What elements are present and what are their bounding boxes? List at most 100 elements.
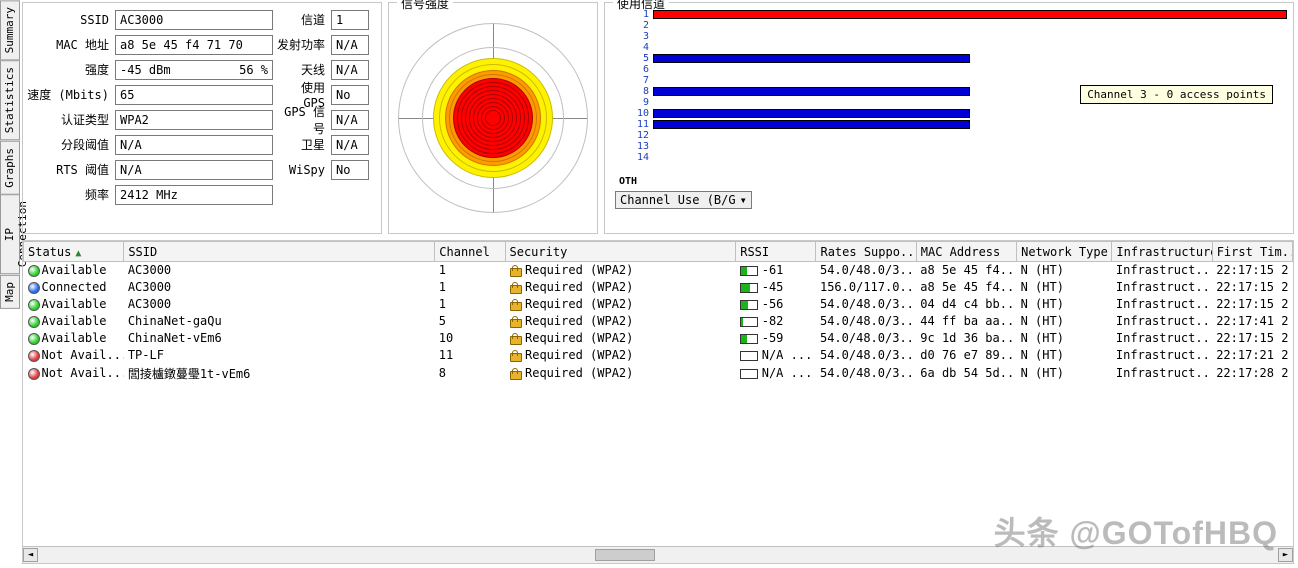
channel-track xyxy=(653,142,1287,151)
cell-ssid: AC3000 xyxy=(124,296,435,313)
column-header[interactable]: Network Type xyxy=(1017,242,1112,262)
field-value[interactable]: WPA2 xyxy=(115,110,273,130)
field-value[interactable]: AC3000 xyxy=(115,10,273,30)
network-table: Status▲SSIDChannelSecurityRSSIRates Supp… xyxy=(23,241,1293,383)
dropdown-icon: ▾ xyxy=(740,193,747,207)
cell-security: Required (WPA2) xyxy=(505,330,736,347)
cell-status: Not Avail... xyxy=(24,364,124,383)
channel-number: 8 xyxy=(635,86,649,97)
cell-time: 22:17:15 2 xyxy=(1212,279,1292,296)
cell-infra: Infrastruct... xyxy=(1112,330,1212,347)
field-value[interactable]: -45 dBm56 % xyxy=(115,60,273,80)
status-dot-icon xyxy=(28,265,40,277)
column-header[interactable]: Infrastructure xyxy=(1112,242,1212,262)
field-label: 天线 xyxy=(273,61,331,78)
lock-icon xyxy=(509,316,521,328)
table-row[interactable]: AvailableAC30001Required (WPA2)-6154.0/4… xyxy=(24,262,1293,279)
cell-rates: 54.0/48.0/3... xyxy=(816,313,916,330)
table-row[interactable]: Not Avail...TP-LF11Required (WPA2)N/A ..… xyxy=(24,347,1293,364)
scroll-right-icon[interactable]: ► xyxy=(1278,548,1293,562)
field-value[interactable]: N/A xyxy=(331,110,369,130)
table-body: AvailableAC30001Required (WPA2)-6154.0/4… xyxy=(24,262,1293,383)
scroll-thumb[interactable] xyxy=(595,549,655,561)
radar-ring xyxy=(485,110,501,126)
cell-ntype: N (HT) xyxy=(1017,364,1112,383)
cell-time: 22:17:15 2 xyxy=(1212,330,1292,347)
rssi-icon xyxy=(740,334,758,344)
table-row[interactable]: Not Avail...閭掕櫨鐓蔓璺1t-vEm68Required (WPA2… xyxy=(24,364,1293,383)
table-row[interactable]: AvailableChinaNet-gaQu5Required (WPA2)-8… xyxy=(24,313,1293,330)
top-panels: SSIDAC3000信道1MAC 地址a8 5e 45 f4 71 70发射功率… xyxy=(22,2,1294,234)
column-header[interactable]: Channel xyxy=(435,242,505,262)
rssi-icon xyxy=(740,369,758,379)
field-value[interactable]: 1 xyxy=(331,10,369,30)
table-row[interactable]: ConnectedAC30001Required (WPA2)-45156.0/… xyxy=(24,279,1293,296)
cell-channel: 8 xyxy=(435,364,505,383)
cell-channel: 5 xyxy=(435,313,505,330)
field-label: RTS 阈值 xyxy=(25,161,115,178)
column-header[interactable]: MAC Address xyxy=(916,242,1016,262)
cell-infra: Infrastruct... xyxy=(1112,364,1212,383)
channel-row-12: 12 xyxy=(635,130,1287,141)
table-row[interactable]: AvailableAC30001Required (WPA2)-5654.0/4… xyxy=(24,296,1293,313)
sort-asc-icon: ▲ xyxy=(75,248,81,259)
cell-channel: 1 xyxy=(435,296,505,313)
field-label: GPS 信号 xyxy=(273,103,331,137)
channel-row-13: 13 xyxy=(635,141,1287,152)
channel-number: 6 xyxy=(635,64,649,75)
column-header[interactable]: First Tim... xyxy=(1212,242,1292,262)
side-tab-map[interactable]: Map xyxy=(0,275,20,309)
status-dot-icon xyxy=(28,299,40,311)
rssi-icon xyxy=(740,266,758,276)
channel-number: 7 xyxy=(635,75,649,86)
channel-select-label: Channel Use (B/G xyxy=(620,193,736,207)
field-label: 频率 xyxy=(25,186,115,203)
cell-rssi: -45 xyxy=(736,279,816,296)
field-value[interactable]: No xyxy=(331,85,369,105)
channel-row-11: 11 xyxy=(635,119,1287,130)
cell-ntype: N (HT) xyxy=(1017,347,1112,364)
channel-number: 2 xyxy=(635,20,649,31)
cell-rates: 156.0/117.0... xyxy=(816,279,916,296)
column-header[interactable]: Security xyxy=(505,242,736,262)
cell-ssid: TP-LF xyxy=(124,347,435,364)
side-tab-ip-connection[interactable]: IP Connection xyxy=(0,194,20,274)
side-tab-statistics[interactable]: Statistics xyxy=(0,60,20,140)
field-label: 信道 xyxy=(273,11,331,28)
side-tab-graphs[interactable]: Graphs xyxy=(0,141,20,195)
cell-mac: a8 5e 45 f4... xyxy=(916,262,1016,279)
channel-track xyxy=(653,120,1287,129)
rssi-icon xyxy=(740,283,758,293)
side-tab-summary[interactable]: Summary xyxy=(0,0,20,60)
field-value[interactable]: N/A xyxy=(331,60,369,80)
cell-status: Not Avail... xyxy=(24,347,124,364)
channel-tooltip: Channel 3 - 0 access points xyxy=(1080,85,1273,104)
field-label: SSID xyxy=(25,13,115,27)
field-value[interactable]: a8 5e 45 f4 71 70 xyxy=(115,35,273,55)
cell-ntype: N (HT) xyxy=(1017,330,1112,347)
field-value[interactable]: 65 xyxy=(115,85,273,105)
channel-bar xyxy=(653,87,970,96)
channel-select[interactable]: Channel Use (B/G ▾ xyxy=(615,191,752,209)
table-row[interactable]: AvailableChinaNet-vEm610Required (WPA2)-… xyxy=(24,330,1293,347)
cell-channel: 10 xyxy=(435,330,505,347)
field-value[interactable]: N/A xyxy=(115,160,273,180)
cell-security: Required (WPA2) xyxy=(505,262,736,279)
scroll-left-icon[interactable]: ◄ xyxy=(23,548,38,562)
field-value[interactable]: No xyxy=(331,160,369,180)
cell-rates: 54.0/48.0/3... xyxy=(816,330,916,347)
column-header[interactable]: SSID xyxy=(124,242,435,262)
channel-track xyxy=(653,54,1287,63)
field-value[interactable]: N/A xyxy=(331,35,369,55)
column-header[interactable]: Rates Suppo... xyxy=(816,242,916,262)
cell-mac: 04 d4 c4 bb... xyxy=(916,296,1016,313)
column-header[interactable]: Status▲ xyxy=(24,242,124,262)
side-tabs: SummaryStatisticsGraphsIP ConnectionMap xyxy=(0,0,20,300)
cell-infra: Infrastruct... xyxy=(1112,296,1212,313)
field-value[interactable]: N/A xyxy=(331,135,369,155)
channel-number: 3 xyxy=(635,31,649,42)
field-value[interactable]: N/A xyxy=(115,135,273,155)
radar-chart xyxy=(398,23,588,213)
column-header[interactable]: RSSI xyxy=(736,242,816,262)
field-value[interactable]: 2412 MHz xyxy=(115,185,273,205)
